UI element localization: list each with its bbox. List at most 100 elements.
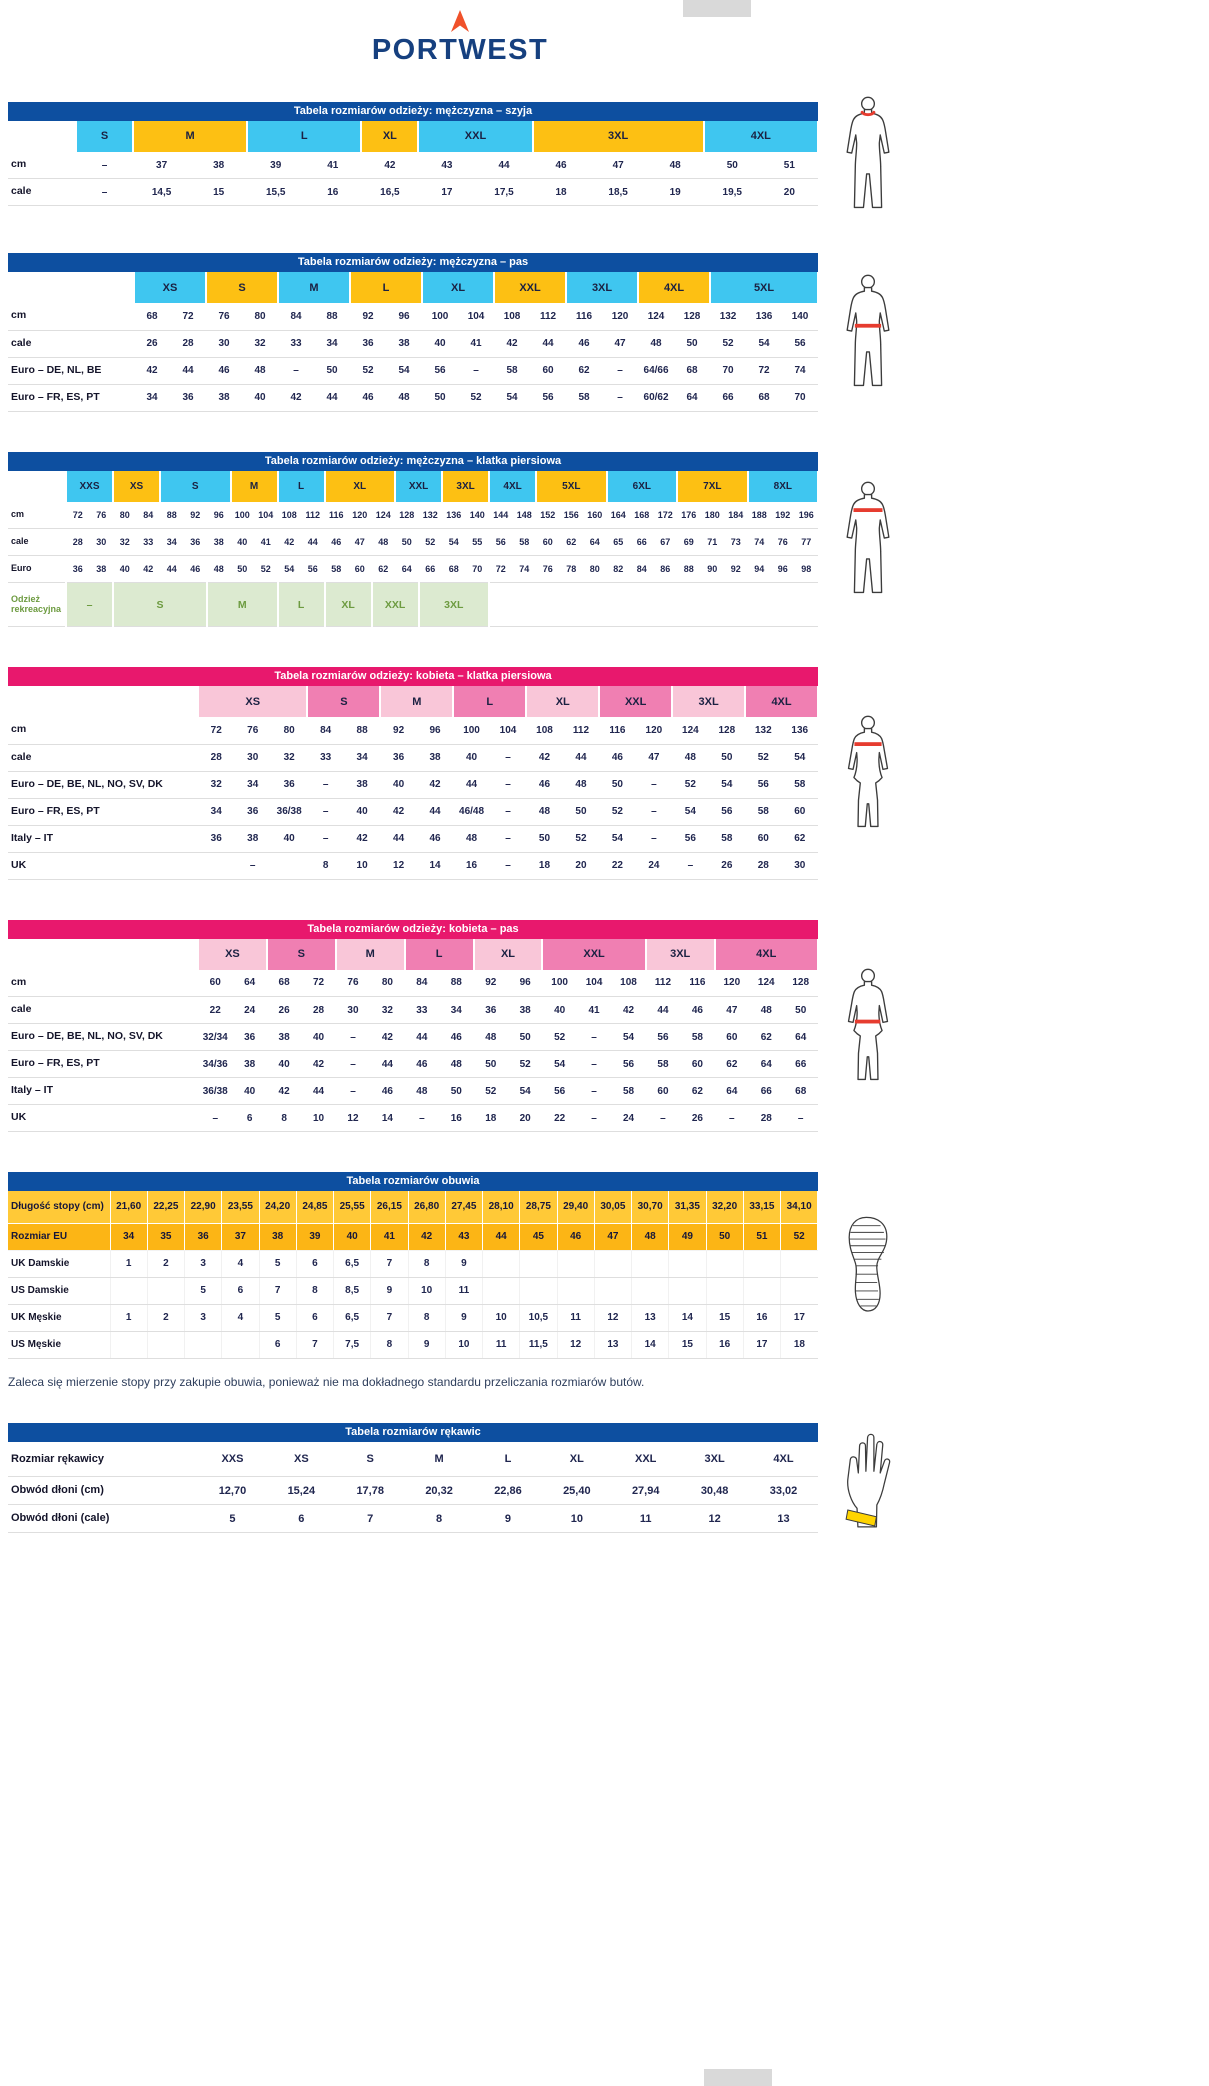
size-cell: 46 [350,384,387,412]
size-band-4xl: 4XL [744,686,819,717]
size-cell: 54 [494,384,531,412]
size-cell: 50 [422,384,459,412]
row-label: Italy – IT [8,825,198,853]
size-cell: 44 [404,1023,440,1051]
table-row: UK Damskie 1 2 3 4 5 6 6,5 7 8 9 [8,1250,818,1278]
size-cell: 48 [242,357,278,385]
tables-container: Tabela rozmiarów odzieży: mężczyzna – sz… [0,95,920,1533]
size-cell: 28 [66,528,90,556]
size-cell: 136 [746,303,783,331]
size-band-l: L [276,470,326,502]
size-cell: 20,32 [404,1476,474,1505]
size-cell: 16 [742,1304,781,1332]
size-cell: 48 [404,1077,440,1105]
size-band-row: XS S M L XL XXL 3XL 4XL 5XL [8,272,820,303]
size-cell: 18 [473,1104,508,1132]
size-cell: 58 [324,555,349,583]
size-cell: 60 [714,1023,750,1051]
size-cell: 32/34 [198,1023,233,1051]
size-cell: 108 [526,717,563,745]
size-band-xs: XS [196,686,309,717]
size-cell: 8 [295,1277,334,1305]
size-band-s: S [74,120,135,152]
size-cell: 69 [677,528,701,556]
size-band-xxl: XXL [417,120,534,152]
size-cell: 54 [542,1050,577,1078]
size-cell: 17 [742,1331,781,1359]
size-cell: 36 [232,1023,267,1051]
size-cell: 8 [404,1504,474,1533]
size-cell [556,1277,595,1305]
size-cell: 48 [630,1223,670,1251]
row-label: cm [8,151,76,180]
size-cell: 42 [407,1223,446,1251]
size-cell: 55 [465,528,490,556]
size-cell: 22,25 [146,1191,186,1224]
size-cell [742,1250,781,1278]
size-cell: – [198,1104,233,1132]
size-cell: 48 [371,528,396,556]
size-cell: 184 [724,501,748,529]
row-label: cm [8,501,66,529]
size-cell: 86 [653,555,678,583]
size-cell: 46 [370,1077,405,1105]
size-cell: 34,10 [779,1191,819,1224]
table-row: Italy – IT 36 38 40–42 44 46 48–50 52 54–56 58 60 6… [8,825,818,853]
size-cell: 33,15 [742,1191,782,1224]
row-label: US Damskie [8,1277,110,1305]
size-cell: 52 [562,825,600,853]
size-cell: – [307,825,344,853]
size-cell: 96 [416,717,454,745]
size-cell: 41 [576,996,612,1024]
size-cell: 16,5 [361,178,419,207]
size-cell: 100 [542,969,577,997]
size-cell: 172 [653,501,678,529]
size-cell: 38 [232,1050,267,1078]
size-cell: 10 [542,1504,612,1533]
size-cell: 50 [473,1050,508,1078]
size-band-m: M [379,686,455,717]
size-cell: 108 [277,501,302,529]
size-cell: 62 [566,357,603,385]
size-band-3xl: 3XL [671,686,747,717]
size-cell: 38 [190,151,248,180]
size-cell: – [489,798,527,826]
size-cell: 80 [242,303,278,331]
size-cell: L [473,1441,543,1477]
size-band-3xl: 3XL [531,120,705,152]
size-cell: 14 [370,1104,405,1132]
table-row: cm 68 72 76 80 84 88 92 96 100 104 108 112 116 120 124 1… [8,303,819,331]
size-cell: 68 [674,357,711,385]
size-cell: 26 [134,330,170,358]
size-cell: 11 [611,1504,681,1533]
size-cell: 9 [444,1304,483,1332]
size-cell: 18 [526,852,563,880]
table-row: Długość stopy (cm) 21,60 22,25 22,90 23,55 24… [8,1191,819,1224]
size-cell: 45 [519,1223,558,1251]
size-cell: 26,15 [370,1191,409,1224]
size-cell: 26 [266,996,302,1024]
size-cell: 124 [672,717,709,745]
size-band-l: L [246,120,363,152]
size-cell: 40 [380,771,417,799]
size-cell: 46 [404,1050,440,1078]
size-cell: 23,55 [221,1191,260,1224]
row-label: Euro – FR, ES, PT [8,384,134,412]
size-cell: 24 [232,996,267,1024]
size-cell [668,1250,706,1278]
size-cell: 44 [301,1077,336,1105]
size-cell: 92 [380,717,417,745]
size-cell: 40 [332,1223,372,1251]
size-table-section-men-neck: Tabela rozmiarów odzieży: mężczyzna – sz… [8,95,920,213]
size-band-5xl: 5XL [709,272,820,303]
size-cell: 76 [89,501,114,529]
size-cell: 66 [783,1050,818,1078]
size-cell: 32 [270,744,308,772]
size-cell: 104 [254,501,278,529]
size-cell: – [576,1050,612,1078]
size-cell: 168 [630,501,654,529]
size-cell: 27,45 [444,1191,484,1224]
row-label: cale [8,996,198,1024]
size-cell: 17 [779,1304,818,1332]
size-cell: 6 [295,1304,334,1332]
